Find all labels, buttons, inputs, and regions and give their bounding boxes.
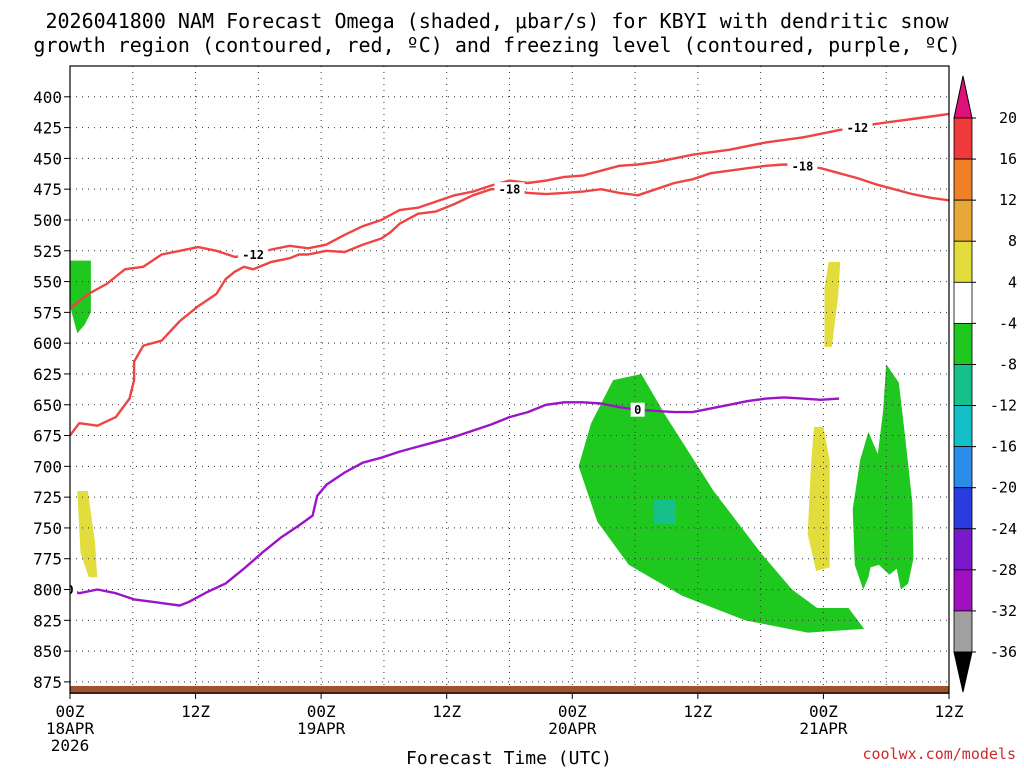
y-tick-label-475: 475 (33, 180, 62, 199)
x-tick-label-2-0: 00Z (307, 702, 336, 721)
y-tick-label-525: 525 (33, 242, 62, 261)
y-tick-label-750: 750 (33, 519, 62, 538)
colorbar-bottom-arrow (953, 651, 973, 693)
colorbar-label-3: 8 (1008, 232, 1017, 250)
colorbar-label-10: -24 (990, 520, 1017, 538)
x-tick-label-0-0: 00Z (56, 702, 85, 721)
y-tick-label-550: 550 (33, 273, 62, 292)
colorbar-band-3 (953, 240, 973, 283)
omega-neg-20apr-2 (578, 374, 865, 633)
contour-label-contour-minus18-0: -18 (499, 183, 521, 197)
contour-minus12 (70, 112, 949, 310)
colorbar-band-0 (953, 117, 973, 160)
contour-minus18 (70, 163, 949, 437)
colorbar-label-11: -28 (990, 561, 1017, 579)
x-tick-label-5-0: 12Z (683, 702, 712, 721)
colorbar-band-7 (953, 405, 973, 448)
colorbar-band-5 (953, 322, 973, 365)
y-tick-label-700: 700 (33, 457, 62, 476)
colorbar-label-9: -20 (990, 479, 1017, 497)
x-tick-label-7-0: 12Z (935, 702, 964, 721)
y-tick-label-725: 725 (33, 488, 62, 507)
colorbar-band-9 (953, 487, 973, 530)
omega-neg-20apr-core-3 (653, 499, 676, 525)
colorbar: 20 16 12 8 4 -4 -8 -12 -16 -20 -24 -28 -32 -36 (953, 75, 1017, 693)
contour-label-contour-minus12-3: -12 (847, 121, 869, 135)
omega-pos-21apr-upper-5 (824, 261, 841, 347)
ground-strip (70, 686, 949, 694)
x-tick-label-6-1: 21APR (799, 719, 848, 738)
colorbar-label-7: -12 (990, 397, 1017, 415)
credit-text: coolwx.com/models (862, 745, 1016, 763)
colorbar-label-12: -32 (990, 602, 1017, 620)
omega-shading (70, 260, 914, 633)
contour-lines: -18 -18 -12 -12 0 0 (66, 112, 949, 607)
colorbar-band-10 (953, 528, 973, 571)
x-tick-label-3-0: 12Z (432, 702, 461, 721)
omega-neg-18apr-upper-0 (70, 260, 91, 334)
colorbar-band-4 (953, 281, 973, 324)
y-tick-label-850: 850 (33, 642, 62, 661)
colorbar-label-4: 4 (1008, 273, 1017, 291)
colorbar-band-6 (953, 364, 973, 406)
contour-label-bg-5 (630, 402, 645, 417)
y-tick-label-400: 400 (33, 88, 62, 107)
colorbar-label-13: -36 (990, 643, 1017, 661)
x-tick-label-1-0: 12Z (181, 702, 210, 721)
y-tick-label-650: 650 (33, 396, 62, 415)
colorbar-top-arrow (953, 75, 973, 119)
y-tick-label-825: 825 (33, 611, 62, 630)
y-tick-label-575: 575 (33, 303, 62, 322)
omega-pos-18apr-lower-1 (77, 491, 98, 578)
y-axis-pressure: 400 425 450 475 500 525 550 575 600 625 650 675 700 7… (33, 88, 70, 692)
omega-pos-21apr-lower-4 (807, 426, 830, 571)
y-tick-label-450: 450 (33, 149, 62, 168)
chart-title-line1: 2026041800 NAM Forecast Omega (shaded, μ… (45, 9, 949, 33)
y-tick-label-600: 600 (33, 334, 62, 353)
contour-freezing-0 (70, 396, 840, 607)
contour-label-bg-4 (70, 582, 77, 597)
x-tick-label-2-1: 19APR (297, 719, 346, 738)
grid-lines (70, 66, 949, 693)
contour-label-bg-3 (842, 120, 873, 135)
contour-label-bg-1 (787, 158, 818, 173)
x-tick-label-4-1: 20APR (548, 719, 597, 738)
colorbar-label-2: 12 (999, 191, 1017, 209)
contour-label-contour-minus18-1: -18 (792, 159, 814, 173)
y-tick-label-875: 875 (33, 673, 62, 692)
colorbar-label-1: 16 (999, 150, 1017, 168)
contour-label-contour-freezing-0-5: 0 (634, 403, 641, 417)
colorbar-band-1 (953, 158, 973, 201)
y-tick-label-425: 425 (33, 119, 62, 138)
x-tick-label-0-1: 18APR (46, 719, 95, 738)
x-tick-label-0-2: 2026 (51, 736, 90, 755)
contour-label-bg-0 (494, 182, 525, 197)
x-tick-label-4-0: 00Z (558, 702, 587, 721)
y-tick-label-675: 675 (33, 427, 62, 446)
colorbar-label-0: 20 (999, 109, 1017, 127)
colorbar-band-11 (953, 569, 973, 612)
colorbar-label-8: -16 (990, 438, 1017, 456)
y-tick-label-800: 800 (33, 581, 62, 600)
y-tick-label-775: 775 (33, 550, 62, 569)
colorbar-band-2 (953, 199, 973, 242)
x-axis-label: Forecast Time (UTC) (406, 748, 612, 768)
colorbar-band-12 (953, 610, 973, 653)
colorbar-band-8 (953, 446, 973, 489)
contour-label-contour-minus12-2: -12 (242, 248, 264, 262)
y-tick-label-625: 625 (33, 365, 62, 384)
contour-label-contour-freezing-0-4: 0 (66, 583, 73, 597)
colorbar-label-5: -4 (999, 314, 1017, 332)
contour-label-bg-2 (238, 247, 269, 262)
x-tick-label-6-0: 00Z (809, 702, 838, 721)
omega-neg-21apr-6 (852, 364, 914, 590)
colorbar-label-6: -8 (999, 355, 1017, 373)
plot-frame (69, 65, 950, 694)
y-tick-label-500: 500 (33, 211, 62, 230)
chart-title-line2: growth region (contoured, red, ºC) and f… (33, 33, 960, 57)
